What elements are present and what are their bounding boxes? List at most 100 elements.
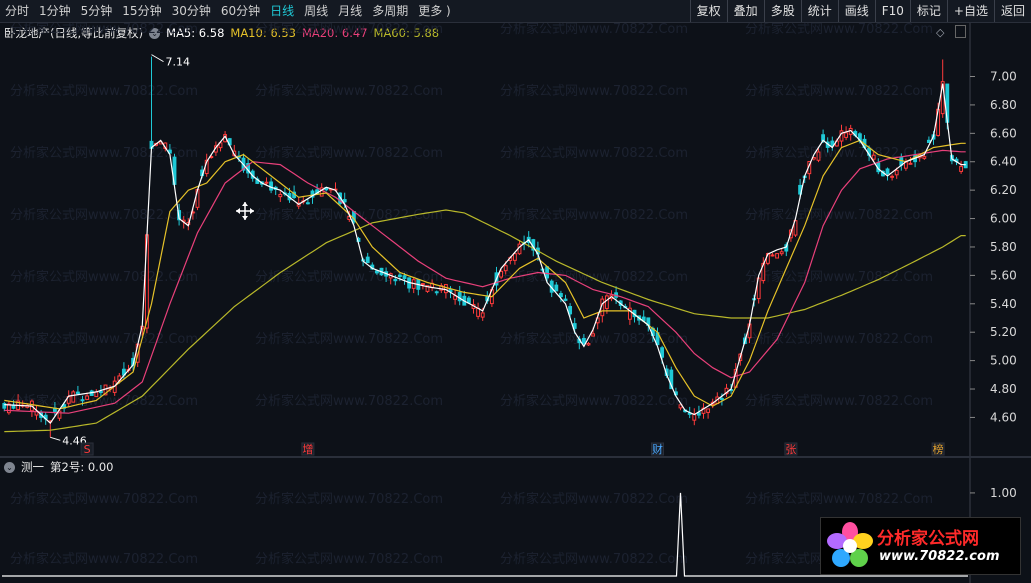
ma20-line: [4, 149, 966, 414]
event-marker[interactable]: 榜: [931, 442, 945, 456]
candle-body: [558, 293, 563, 298]
candle: [779, 248, 784, 256]
event-marker-box: [931, 442, 945, 456]
candle-body: [775, 253, 780, 259]
period-tab-10[interactable]: 更多 ): [418, 4, 451, 18]
candle-body: [94, 391, 99, 398]
candle-body: [554, 284, 559, 292]
indicator-chart[interactable]: 分析家公式网www.70822.Com 分析家公式网www.70822.Com 分析…: [0, 458, 1031, 583]
cursor-arrows: [236, 202, 254, 220]
candle-body: [342, 199, 347, 203]
candle-body: [310, 190, 315, 198]
ma60-label: MA60: 5.88: [373, 26, 440, 40]
candle-body: [793, 220, 798, 236]
event-marker[interactable]: 财: [651, 442, 664, 456]
watermark-text: 分析家公式网www.70822.Com: [255, 83, 443, 99]
watermark-text: 分析家公式网www.70822.Com: [500, 145, 688, 161]
candle-body: [586, 343, 591, 346]
action-button-0[interactable]: 复权: [689, 0, 727, 22]
period-tab-7[interactable]: 周线: [304, 4, 329, 18]
candle: [6, 401, 11, 415]
indicator-legend: ⌄ 测一 第2号: 0.00: [4, 459, 113, 475]
candle-body: [98, 391, 103, 394]
period-tab-6[interactable]: 日线: [270, 4, 295, 18]
action-button-6[interactable]: 标记: [909, 0, 947, 22]
candle: [402, 272, 407, 285]
candle-body: [844, 132, 849, 138]
candle: [149, 56, 154, 150]
candle: [94, 389, 99, 398]
candle: [98, 384, 103, 398]
action-button-4[interactable]: 画线: [837, 0, 875, 22]
period-tab-9[interactable]: 多周期: [372, 4, 409, 18]
candle-body: [545, 266, 550, 279]
action-button-7[interactable]: +自选: [946, 0, 994, 22]
stock-title: 卧龙地产(日线,等比前复权): [4, 26, 144, 40]
candle-body: [692, 413, 697, 421]
indicator-signal-line: [2, 492, 968, 577]
watermark-text: 分析家公式网www.70822.Com: [10, 393, 198, 409]
event-marker[interactable]: 增: [301, 442, 315, 456]
watermark-text: 分析家公式网www.70822.Com: [745, 145, 933, 161]
price-chart[interactable]: 分析家公式网www.70822.Com 分析家公式网www.70822.Com 分析…: [0, 23, 1031, 457]
period-tab-2[interactable]: 5分钟: [80, 4, 113, 18]
candle: [706, 408, 711, 419]
ma-legend: 卧龙地产(日线,等比前复权) ⌄ MA5: 6.58 MA10: 6.53 MA…: [4, 25, 439, 41]
candle: [844, 126, 849, 141]
action-button-3[interactable]: 统计: [800, 0, 838, 22]
chevron-down-icon[interactable]: ⌄: [4, 461, 15, 473]
candle-body: [706, 408, 711, 413]
candle: [397, 272, 402, 282]
watermark-text: 分析家公式网www.70822.Com: [500, 23, 688, 37]
action-button-5[interactable]: F10: [874, 0, 910, 22]
candle-body: [830, 140, 835, 147]
candle: [581, 333, 586, 345]
candle-body: [779, 251, 784, 255]
diamond-icon[interactable]: ◇: [936, 26, 945, 39]
period-tab-3[interactable]: 15分钟: [122, 4, 162, 18]
candle: [57, 409, 62, 422]
watermark-text: 分析家公式网www.70822.Com: [255, 551, 443, 567]
candle-body: [894, 169, 899, 176]
panel-divider[interactable]: [0, 456, 1031, 458]
watermark-text: 分析家公式网www.70822.Com: [10, 269, 198, 285]
candle: [310, 189, 315, 204]
candle: [218, 141, 223, 152]
candle: [512, 251, 517, 265]
candle: [476, 302, 481, 320]
candle: [453, 290, 458, 305]
event-marker-box: [651, 442, 664, 456]
event-marker[interactable]: S: [80, 442, 94, 456]
chevron-down-icon[interactable]: ⌄: [149, 27, 161, 39]
action-button-2[interactable]: 多股: [763, 0, 801, 22]
action-button-8[interactable]: 返回: [993, 0, 1031, 22]
candle: [75, 385, 80, 396]
watermark-text: 分析家公式网www.70822.Com: [500, 551, 688, 567]
candle: [273, 185, 278, 195]
period-tab-1[interactable]: 1分钟: [39, 4, 71, 18]
watermark-text: 分析家公式网www.70822.Com: [500, 269, 688, 285]
watermark-text: 分析家公式网www.70822.Com: [255, 491, 443, 507]
candle-body: [669, 369, 674, 390]
period-tab-0[interactable]: 分时: [5, 4, 30, 18]
action-button-1[interactable]: 叠加: [726, 0, 764, 22]
candle: [890, 174, 895, 181]
watermark-text: 分析家公式网www.70822.Com: [745, 83, 933, 99]
event-marker[interactable]: 张: [784, 442, 798, 456]
candle-body: [319, 187, 324, 197]
candle: [871, 151, 876, 162]
candle-body: [959, 165, 964, 172]
logo-title: 分析家公式网: [877, 529, 979, 549]
watermark-text: 分析家公式网www.70822.Com: [745, 207, 933, 223]
event-marker-box: [301, 442, 315, 456]
high-pointer: [151, 54, 164, 63]
watermark-text: 分析家公式网www.70822.Com: [10, 23, 198, 37]
panel-toggle-icon[interactable]: [955, 25, 966, 38]
price-tick-label: 6.80: [990, 98, 1017, 112]
candle: [29, 399, 34, 417]
candle-body: [890, 175, 895, 178]
period-tab-4[interactable]: 30分钟: [171, 4, 211, 18]
period-tab-8[interactable]: 月线: [338, 4, 363, 18]
period-tab-5[interactable]: 60分钟: [220, 4, 261, 18]
period-toolbar: 分时 1分钟 5分钟 15分钟 30分钟 60分钟 日线 周线 月线 多周期 更多 ): [0, 0, 1031, 23]
